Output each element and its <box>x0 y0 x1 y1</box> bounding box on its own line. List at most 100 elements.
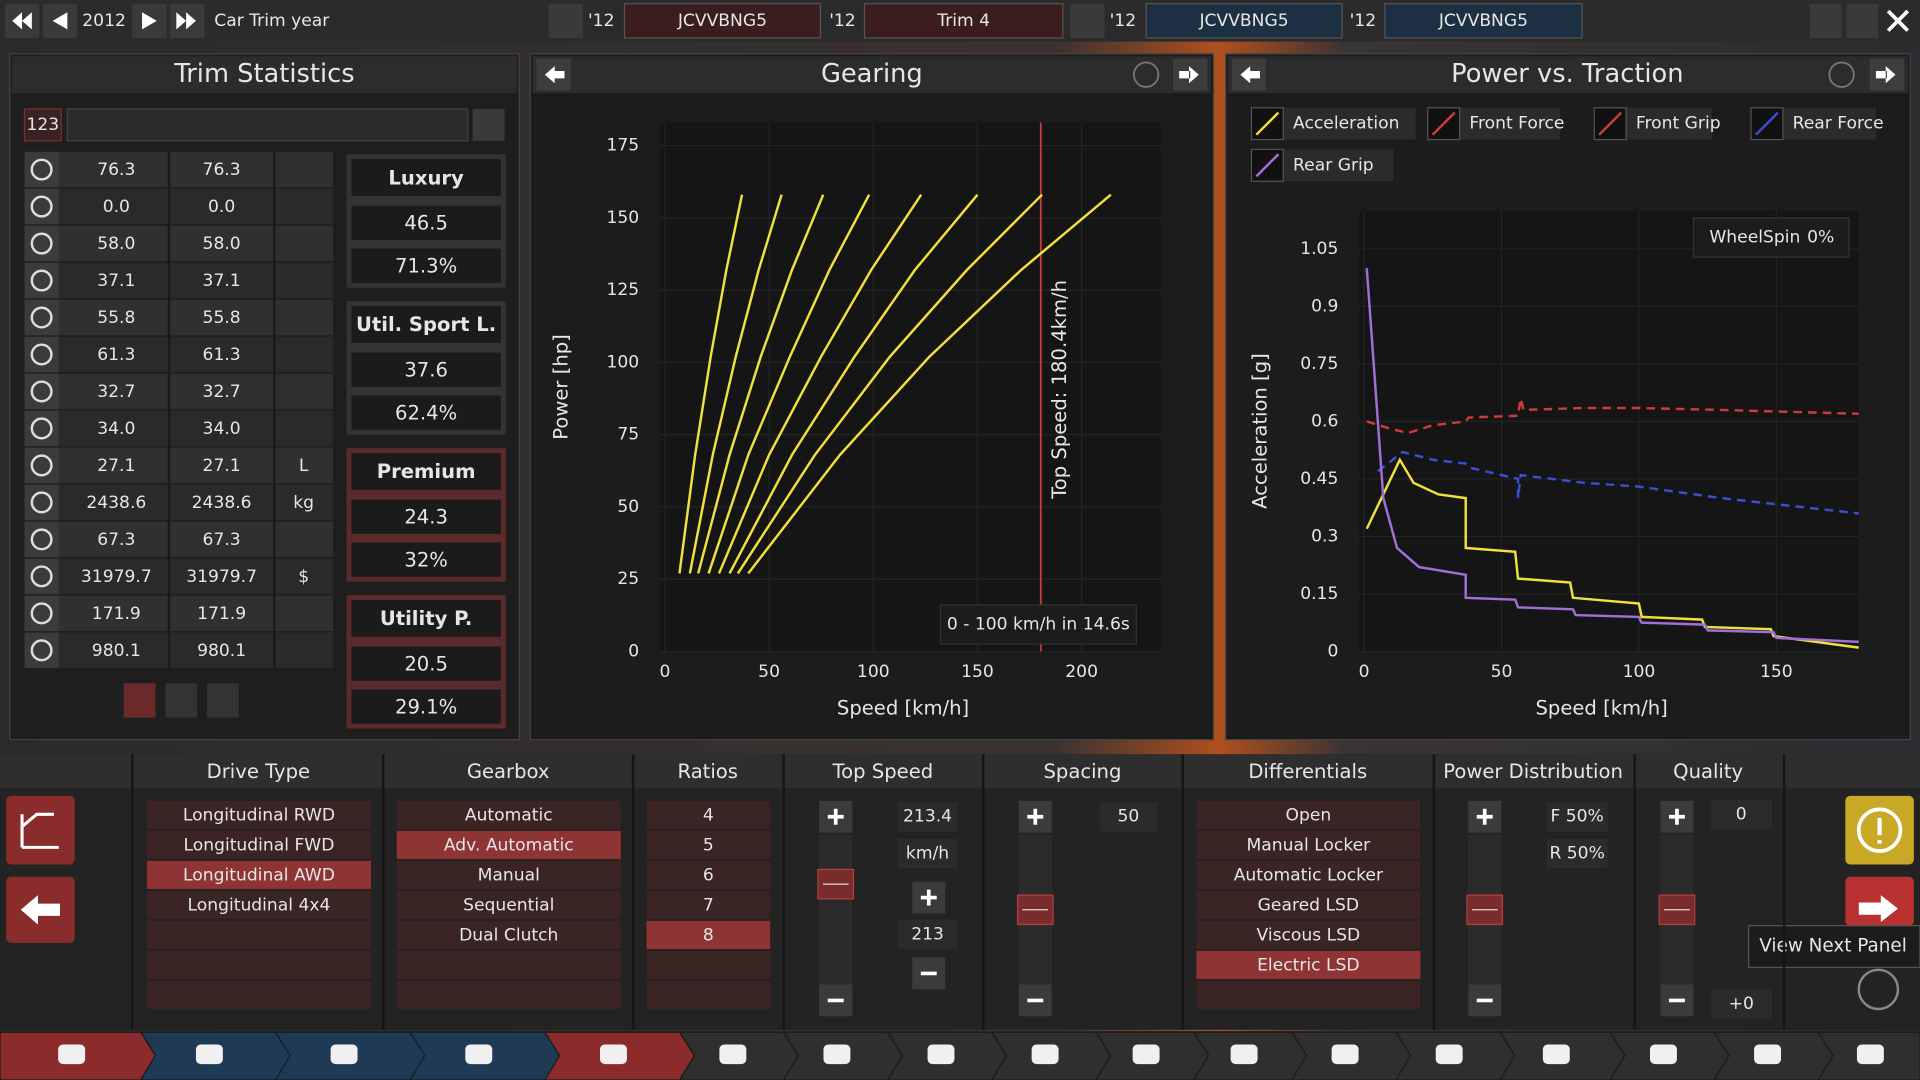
panel-title: Power vs. Traction <box>1451 59 1683 89</box>
list-option[interactable]: Electric LSD <box>1257 956 1360 976</box>
clear-button[interactable] <box>165 683 198 718</box>
x-tick-label: 50 <box>758 662 780 682</box>
help-button[interactable] <box>1828 61 1855 88</box>
stat-icon-cell <box>24 410 59 447</box>
list-option[interactable]: Automatic <box>465 806 553 826</box>
stat-icon-cell <box>24 336 59 373</box>
list-option[interactable]: Sequential <box>463 896 554 916</box>
list-row <box>146 950 372 979</box>
legend-swatch-line <box>1431 111 1456 136</box>
calc-button[interactable] <box>1846 3 1879 38</box>
list-option[interactable]: Viscous LSD <box>1257 926 1361 946</box>
tab-name: JCVVBNG5 <box>677 11 767 31</box>
list-option[interactable]: Longitudinal 4x4 <box>188 896 331 916</box>
stat-row <box>24 225 334 262</box>
top-speed-setting-box <box>897 919 958 949</box>
list-row <box>1196 830 1421 859</box>
x-tick-label: 100 <box>1623 662 1656 682</box>
list-row <box>1196 860 1421 889</box>
series-line <box>678 194 744 574</box>
list-option[interactable]: 5 <box>703 836 714 856</box>
list-row <box>646 800 771 829</box>
stat-compare: 171.9 <box>197 604 246 624</box>
year: 2012 <box>82 11 126 31</box>
market-header <box>351 159 501 196</box>
help-button[interactable] <box>1857 968 1900 1011</box>
stat-compare: 32.7 <box>203 382 241 402</box>
button-icon <box>1668 808 1685 825</box>
list-option[interactable]: 7 <box>703 896 714 916</box>
y-tick-label: 0.45 <box>1300 469 1338 489</box>
camera-button[interactable] <box>1809 3 1842 38</box>
list-option[interactable]: Adv. Automatic <box>444 836 574 856</box>
engine-button[interactable] <box>1070 3 1105 38</box>
list-option[interactable]: 4 <box>703 806 714 826</box>
list-option[interactable]: Manual <box>478 866 540 886</box>
list-option[interactable]: Longitudinal FWD <box>184 836 335 856</box>
list-option[interactable]: Open <box>1285 806 1331 826</box>
legend-label: Front Grip <box>1636 114 1721 134</box>
list-row <box>1196 890 1421 919</box>
stat-icon <box>30 454 53 477</box>
list-option[interactable]: 6 <box>703 866 714 886</box>
x-tick-label: 100 <box>857 662 890 682</box>
arrow-icon <box>1240 66 1260 84</box>
stat-icon <box>30 232 53 255</box>
stat-current: 32.7 <box>97 382 135 402</box>
y-tick-label: 0.9 <box>1311 296 1338 316</box>
legend-label: Rear Grip <box>1293 155 1374 175</box>
list-row <box>146 980 372 1009</box>
tab-year: '12 <box>1350 11 1377 31</box>
stat-icon <box>30 343 53 366</box>
wheelspin-box <box>1692 217 1850 258</box>
quality-delta: +0 <box>1729 994 1754 1014</box>
series-line <box>688 194 783 574</box>
tab-button[interactable] <box>863 3 1064 39</box>
help-button[interactable] <box>1132 61 1160 88</box>
stat-row <box>24 373 334 410</box>
list-option[interactable]: Automatic Locker <box>1234 866 1384 886</box>
list-option[interactable]: Manual Locker <box>1247 836 1372 856</box>
market-score: 20.5 <box>404 652 448 675</box>
stat-unit: $ <box>298 567 309 587</box>
reset-button[interactable] <box>206 683 239 718</box>
list-option[interactable]: Geared LSD <box>1258 896 1359 916</box>
list-row <box>146 800 372 829</box>
notes-button[interactable] <box>123 683 156 718</box>
layout-button[interactable] <box>6 795 75 865</box>
stat-row <box>24 521 334 558</box>
search-button[interactable] <box>472 108 505 141</box>
next-icon <box>1858 895 1898 923</box>
x-axis-label: Speed [km/h] <box>837 696 969 719</box>
y-tick-label: 0.75 <box>1300 354 1338 374</box>
list-option[interactable]: 8 <box>703 926 714 946</box>
close-icon[interactable] <box>1886 9 1910 32</box>
column-title: Quality <box>1673 760 1743 783</box>
list-option[interactable]: Longitudinal RWD <box>183 806 335 826</box>
x-tick-label: 50 <box>1491 662 1513 682</box>
stat-icon <box>30 602 53 625</box>
list-option[interactable]: Longitudinal AWD <box>183 866 335 886</box>
tab-button[interactable] <box>1145 3 1343 39</box>
column-title: Spacing <box>1043 760 1121 783</box>
next-icon <box>142 12 157 30</box>
search-field[interactable] <box>66 108 469 142</box>
tab-button[interactable] <box>623 3 822 39</box>
trim-header <box>12 56 517 94</box>
stat-icon <box>30 306 53 329</box>
nav-icon <box>330 1044 358 1065</box>
stat-icon <box>30 417 53 440</box>
car-button[interactable] <box>548 3 583 38</box>
x-tick-label: 0 <box>659 662 670 682</box>
front-distribution: F 50% <box>1550 807 1603 827</box>
rear-distribution: R 50% <box>1549 843 1604 863</box>
stat-current: 55.8 <box>97 308 135 328</box>
list-option[interactable]: Dual Clutch <box>459 926 558 946</box>
market-percent: 32% <box>404 548 448 571</box>
tab-year: '12 <box>829 11 855 31</box>
top-speed-unit-box <box>897 838 958 869</box>
tab-button[interactable] <box>1384 3 1583 39</box>
next-step-button[interactable] <box>1845 876 1914 926</box>
stat-row <box>24 336 334 373</box>
tab-year: '12 <box>588 11 615 31</box>
